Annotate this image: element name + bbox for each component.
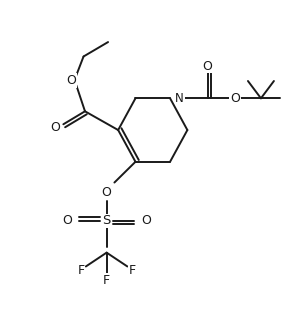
Text: S: S: [102, 214, 111, 227]
Text: O: O: [62, 214, 72, 227]
Text: O: O: [203, 60, 213, 72]
Text: O: O: [230, 92, 240, 105]
Text: F: F: [103, 274, 110, 286]
Text: F: F: [78, 264, 85, 277]
Text: O: O: [66, 74, 76, 87]
Text: O: O: [102, 187, 111, 199]
Text: O: O: [141, 214, 151, 227]
Text: N: N: [175, 92, 184, 105]
Text: F: F: [128, 264, 136, 277]
Text: O: O: [50, 121, 60, 134]
